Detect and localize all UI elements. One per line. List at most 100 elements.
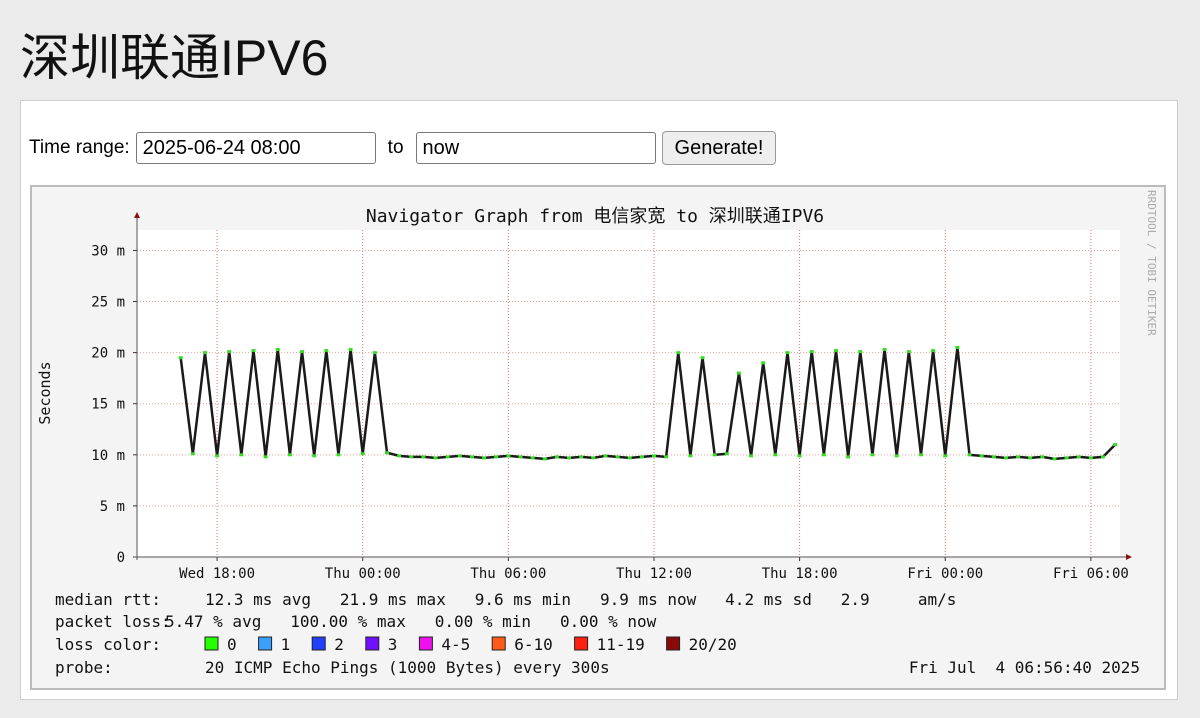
series-point [1028,456,1033,460]
series-point [409,455,414,459]
y-tick-label: 30 m [91,243,125,259]
series-point [749,454,754,458]
series-point [882,348,887,352]
y-tick-label: 10 m [91,448,125,464]
series-point [457,454,462,458]
series-point [627,456,632,460]
series-point [664,455,669,459]
series-point [506,454,511,458]
loss-label: 1 [281,635,291,654]
series-point [263,455,268,459]
series-point [1113,443,1118,447]
loss-label: 4-5 [441,635,470,654]
series-point [1101,455,1106,459]
series-point [967,453,972,457]
series-point [421,455,426,459]
series-point [494,455,499,459]
series-point [870,453,875,457]
series-point [324,349,329,353]
y-axis-label: Seconds [36,361,54,424]
series-line [179,347,1117,461]
series-point [639,455,644,459]
x-tick-label: Fri 00:00 [907,566,983,582]
series-point [736,371,741,375]
series-point [239,453,244,457]
series-point [773,453,778,457]
loss-label: 11-19 [597,635,645,654]
series-point [567,456,572,460]
timestamp: Fri Jul 4 06:56:40 2025 [909,658,1140,677]
loss-label: 3 [388,635,398,654]
watermark: RRDTOOL / TOBI OETIKER [1145,190,1158,336]
loss-swatch [204,636,219,651]
series-point [809,350,814,354]
plot-area [137,230,1120,557]
series-point [918,453,923,457]
series-point [348,348,353,352]
end-input[interactable]: now [415,132,656,164]
loss-swatch [311,636,326,651]
series-point [251,349,256,353]
series-point [603,454,608,458]
series-point [275,348,280,352]
legend-label: loss color: [55,635,161,654]
loss-label: 2 [334,635,344,654]
series-point [227,350,232,354]
series-point [372,351,377,355]
loss-swatch [666,636,681,651]
x-tick-label: Thu 06:00 [470,566,546,582]
series-point [943,454,948,458]
axis-arrow [134,212,140,218]
legend-label: packet loss: [55,612,171,631]
loss-label: 20/20 [689,635,737,654]
series-point [469,455,474,459]
series-point [1003,456,1008,460]
legend-label: median rtt: [55,590,161,609]
loss-swatch [491,636,506,651]
series-point [712,453,717,457]
series-point [579,455,584,459]
series-point [397,454,402,458]
legend-label: probe: [55,658,113,677]
series-point [554,455,559,459]
time-form: Time range: 2025-06-24 08:00 to now Gene… [29,131,777,165]
series-point [688,454,693,458]
series-point [931,349,936,353]
series-point [955,346,960,350]
series-point [384,451,389,455]
series-point [1076,455,1081,459]
series-point [530,456,535,460]
series-point [190,452,195,456]
start-input[interactable]: 2025-06-24 08:00 [135,132,376,164]
series-point [846,455,851,459]
series-point [312,454,317,458]
series-point [1052,457,1057,461]
loss-label: 6-10 [514,635,553,654]
series-point [700,356,705,360]
x-tick-label: Thu 18:00 [762,566,838,582]
y-tick-label: 20 m [91,346,125,362]
loss-swatch [574,636,589,651]
x-tick-label: Thu 00:00 [325,566,401,582]
legend-stats: 5.47 % avg 100.00 % max 0.00 % min 0.00 … [165,612,657,631]
series-point [1016,455,1021,459]
loss-swatch [258,636,273,651]
series-point [433,456,438,460]
series-point [1088,456,1093,460]
graph: Navigator Graph from 电信家宽 to 深圳联通IPV6 Se… [30,185,1166,690]
generate-button[interactable]: Generate! [661,131,777,165]
x-tick-label: Wed 18:00 [179,566,255,582]
series-point [300,350,305,354]
series-point [1064,456,1069,460]
label: to [387,137,404,158]
y-tick-label: 5 m [100,499,125,515]
loss-label: 0 [227,635,237,654]
loss-swatch [418,636,433,651]
series-point [615,455,620,459]
series-point [287,453,292,457]
x-tick-label: Thu 12:00 [616,566,692,582]
series-point [797,454,802,458]
series-point [518,455,523,459]
loss-swatch [365,636,380,651]
series-point [676,351,681,355]
